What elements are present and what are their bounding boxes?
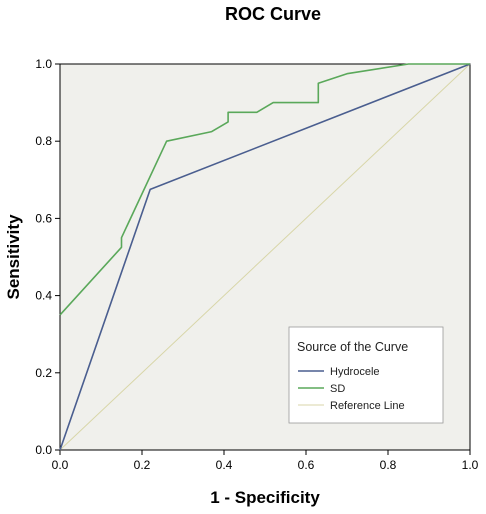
y-axis: 0.0 0.2 0.4 0.6 0.8 1.0 bbox=[35, 57, 60, 457]
legend-box bbox=[288, 326, 444, 424]
x-axis: 0.0 0.2 0.4 0.6 0.8 1.0 bbox=[52, 450, 479, 472]
series-line-reference-line bbox=[59, 63, 471, 451]
x-axis-title: 1 - Specificity bbox=[210, 488, 320, 507]
x-tick-label: 1.0 bbox=[462, 458, 479, 472]
legend-title: Source of the Curve bbox=[297, 340, 408, 354]
x-tick-label: 0.8 bbox=[380, 458, 397, 472]
legend-label-reference-line: Reference Line bbox=[330, 400, 405, 412]
y-tick-label: 1.0 bbox=[35, 57, 52, 71]
legend-label-sd: SD bbox=[330, 383, 345, 395]
x-tick-label: 0.6 bbox=[298, 458, 315, 472]
x-tick-label: 0.2 bbox=[134, 458, 151, 472]
x-tick-label: 0.0 bbox=[52, 458, 69, 472]
y-tick-label: 0.8 bbox=[35, 134, 52, 148]
y-axis-title: Sensitivity bbox=[4, 214, 23, 300]
chart-title: ROC Curve bbox=[225, 4, 321, 24]
y-tick-label: 0.2 bbox=[35, 366, 52, 380]
legend: Source of the Curve Hydrocele SD Reference… bbox=[288, 326, 444, 424]
series-line-sd bbox=[59, 63, 470, 316]
legend-label-hydrocele: Hydrocele bbox=[330, 366, 380, 378]
y-tick-label: 0.4 bbox=[35, 289, 52, 303]
y-tick-label: 0.6 bbox=[35, 211, 52, 225]
x-tick-label: 0.4 bbox=[216, 458, 233, 472]
series-line-hydrocele bbox=[59, 63, 471, 451]
y-tick-label: 0.0 bbox=[35, 443, 52, 457]
series-layer bbox=[59, 63, 471, 451]
